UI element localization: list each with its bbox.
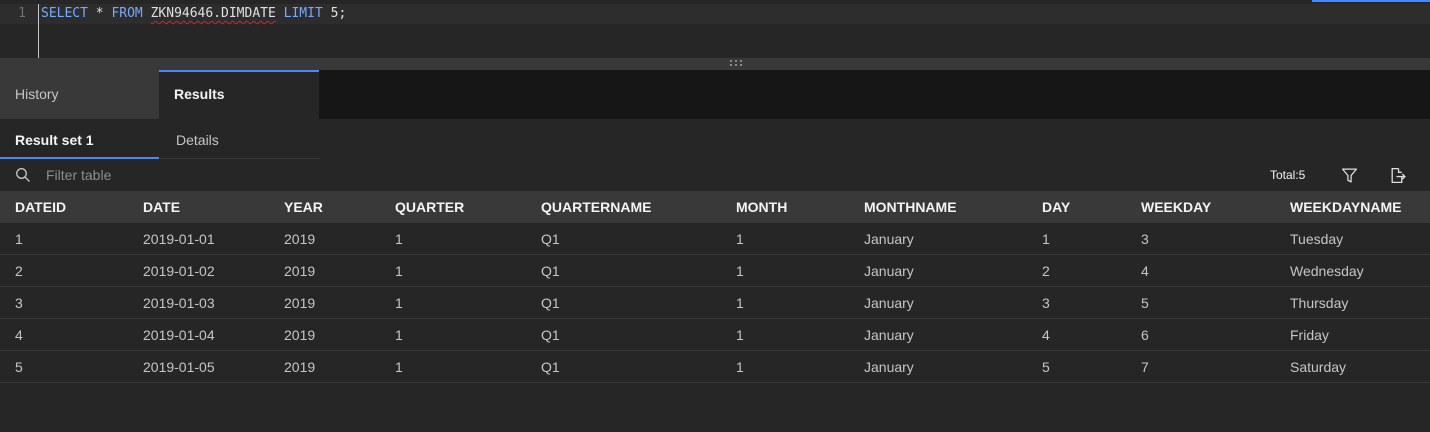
tab-results[interactable]: Results [159, 70, 319, 119]
table-cell: 2019-01-05 [143, 359, 215, 375]
text-cursor [38, 4, 39, 58]
export-icon[interactable] [1389, 167, 1406, 184]
table-cell: 1 [395, 231, 403, 247]
table-row[interactable]: 2 2019-01-02 2019 1 Q1 1 January 2 4 Wed… [0, 255, 1430, 287]
table-cell: 1 [736, 263, 744, 279]
table-cell: Q1 [541, 231, 560, 247]
line-number: 1 [18, 6, 26, 21]
table-toolbar: Total:5 [0, 159, 1430, 191]
table-cell: January [864, 327, 914, 343]
table-cell: 2019-01-02 [143, 263, 215, 279]
table-cell: 1 [15, 231, 23, 247]
table-cell: 3 [1042, 295, 1050, 311]
table-identifier: ZKN94646.DIMDATE [150, 6, 276, 21]
column-header[interactable]: WEEKDAY [1141, 199, 1212, 215]
table-cell: 2019 [284, 231, 316, 247]
current-line-highlight [0, 4, 1430, 24]
token-space-3 [323, 6, 331, 21]
table-cell: 1 [736, 231, 744, 247]
token-space [143, 6, 151, 21]
sql-editor[interactable]: 1 SELECT * FROM ZKN94646.DIMDATE LIMIT 5… [0, 0, 1430, 58]
limit-value: 5; [330, 6, 347, 21]
column-header[interactable]: QUARTERNAME [541, 199, 652, 215]
table-cell: Friday [1290, 327, 1329, 343]
table-cell: 1 [395, 359, 403, 375]
progress-accent [1312, 0, 1430, 2]
table-cell: 2019 [284, 263, 316, 279]
table-cell: 2019-01-03 [143, 295, 215, 311]
column-header[interactable]: YEAR [284, 199, 323, 215]
column-header[interactable]: MONTH [736, 199, 788, 215]
table-cell: Thursday [1290, 295, 1349, 311]
total-count: Total:5 [1270, 168, 1306, 182]
table-cell: 2019 [284, 327, 316, 343]
pane-splitter[interactable] [0, 58, 1430, 70]
table-cell: Saturday [1290, 359, 1347, 375]
table-cell: 1 [736, 359, 744, 375]
table-cell: 1 [395, 263, 403, 279]
table-cell: 7 [1141, 359, 1149, 375]
table-row[interactable]: 5 2019-01-05 2019 1 Q1 1 January 5 7 Sat… [0, 351, 1430, 383]
table-cell: 2019-01-01 [143, 231, 215, 247]
drag-handle-icon[interactable] [729, 60, 743, 68]
table-cell: 1 [736, 295, 744, 311]
column-header[interactable]: QUARTER [395, 199, 465, 215]
table-cell: 1 [395, 295, 403, 311]
tab-history[interactable]: History [0, 70, 159, 119]
table-cell: 2019 [284, 359, 316, 375]
table-header: DATEID DATE YEAR QUARTER QUARTERNAME MON… [0, 191, 1430, 223]
table-cell: 2 [15, 263, 23, 279]
column-header[interactable]: WEEKDAYNAME [1290, 199, 1402, 215]
column-header[interactable]: DATE [143, 199, 181, 215]
table-row[interactable]: 3 2019-01-03 2019 1 Q1 1 January 3 5 Thu… [0, 287, 1430, 319]
table-cell: 3 [15, 295, 23, 311]
table-cell: 6 [1141, 327, 1149, 343]
table-cell: 1 [395, 327, 403, 343]
result-subtabs: Result set 1 Details [0, 119, 1430, 159]
table-cell: Q1 [541, 327, 560, 343]
column-header[interactable]: DATEID [15, 199, 67, 215]
panel-tabs: History Results [0, 70, 1430, 119]
table-cell: Tuesday [1290, 231, 1344, 247]
table-cell: Q1 [541, 359, 560, 375]
table-cell: 4 [15, 327, 23, 343]
table-cell: 5 [15, 359, 23, 375]
keyword-from: FROM [111, 6, 143, 21]
table-cell: January [864, 263, 914, 279]
table-cell: 2019-01-04 [143, 327, 215, 343]
table-cell: 2 [1042, 263, 1050, 279]
keyword-select: SELECT [41, 6, 88, 21]
table-cell: 1 [1042, 231, 1050, 247]
table-cell: Wednesday [1290, 263, 1364, 279]
table-cell: 2019 [284, 295, 316, 311]
column-header[interactable]: MONTHNAME [864, 199, 957, 215]
table-cell: 5 [1141, 295, 1149, 311]
column-header[interactable]: DAY [1042, 199, 1071, 215]
results-table: DATEID DATE YEAR QUARTER QUARTERNAME MON… [0, 191, 1430, 383]
table-cell: 5 [1042, 359, 1050, 375]
tab-details[interactable]: Details [159, 119, 320, 159]
table-cell: Q1 [541, 295, 560, 311]
keyword-limit: LIMIT [283, 6, 323, 21]
table-cell: January [864, 231, 914, 247]
table-cell: 4 [1141, 263, 1149, 279]
table-cell: 3 [1141, 231, 1149, 247]
filter-icon[interactable] [1341, 167, 1358, 184]
sql-code-line[interactable]: SELECT * FROM ZKN94646.DIMDATE LIMIT 5; [41, 4, 346, 24]
table-cell: 1 [736, 327, 744, 343]
table-cell: January [864, 295, 914, 311]
filter-table-input[interactable] [46, 159, 446, 191]
tab-result-set-1[interactable]: Result set 1 [0, 119, 159, 159]
table-row[interactable]: 1 2019-01-01 2019 1 Q1 1 January 1 3 Tue… [0, 223, 1430, 255]
token-star: * [87, 6, 112, 21]
table-row[interactable]: 4 2019-01-04 2019 1 Q1 1 January 4 6 Fri… [0, 319, 1430, 351]
table-cell: January [864, 359, 914, 375]
search-icon [16, 168, 30, 182]
table-cell: 4 [1042, 327, 1050, 343]
table-cell: Q1 [541, 263, 560, 279]
token-space-2 [276, 6, 284, 21]
